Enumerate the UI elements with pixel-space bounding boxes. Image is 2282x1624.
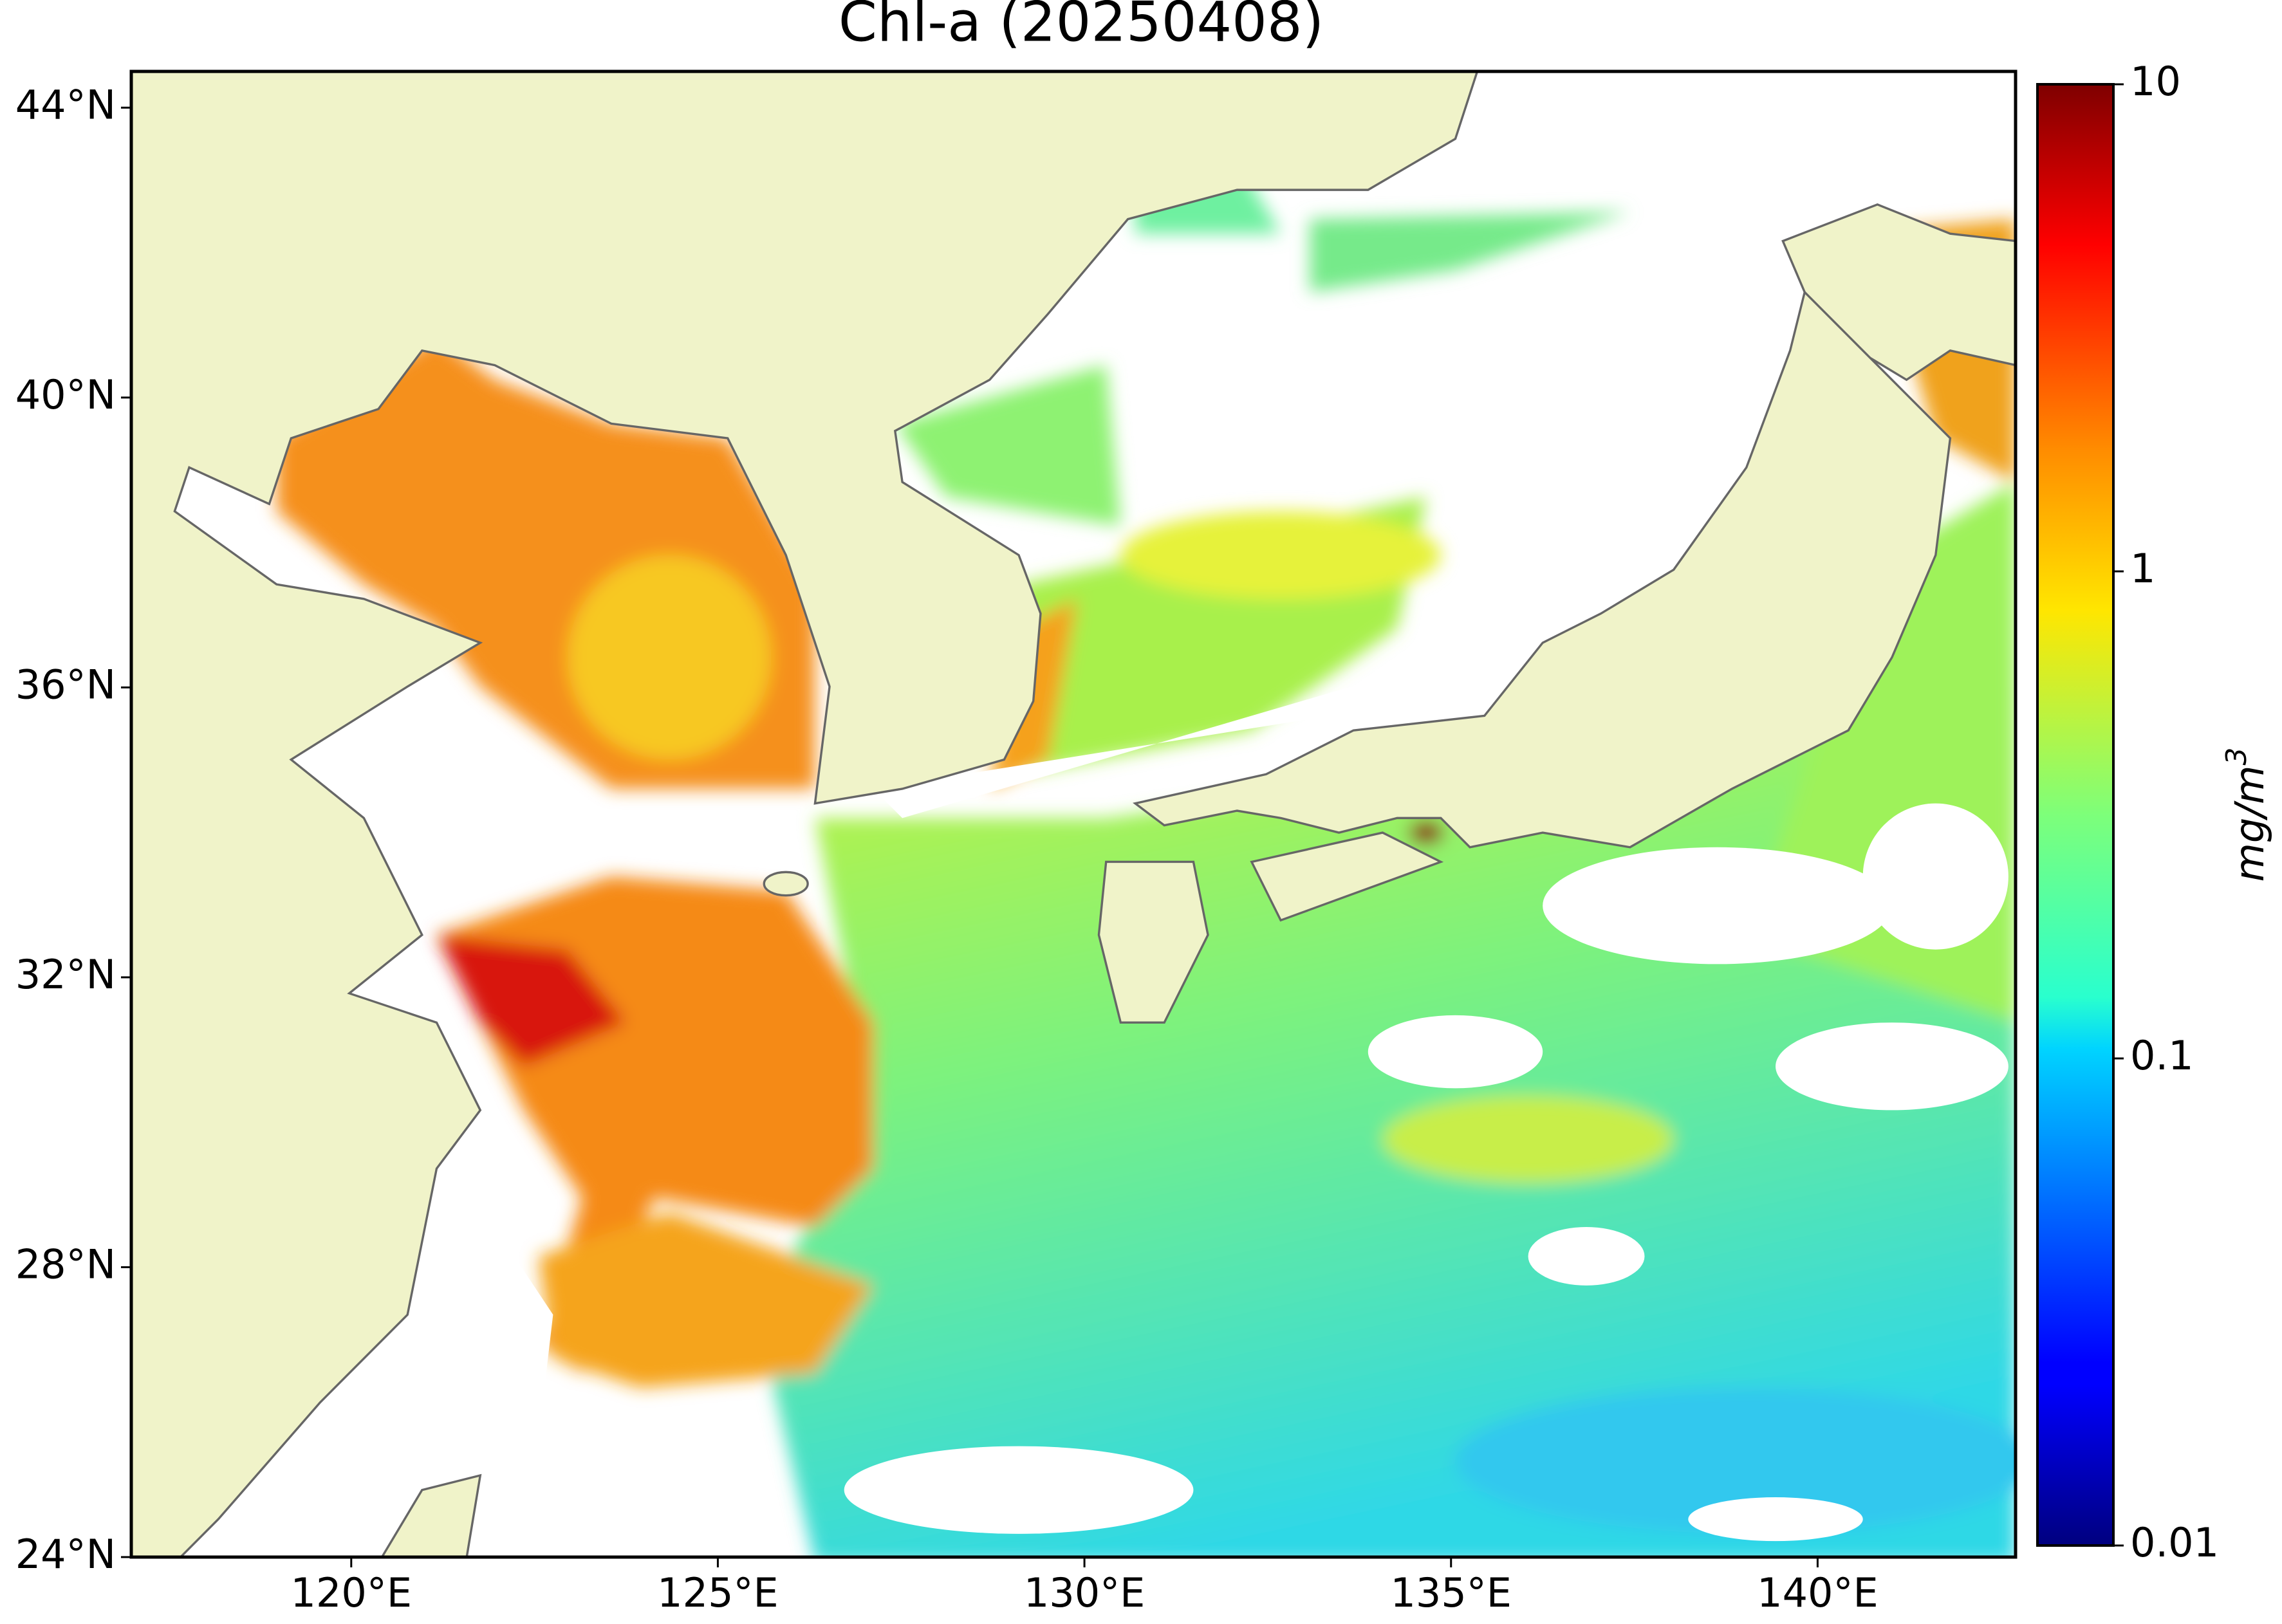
- colorbar-fill: [2036, 83, 2115, 1547]
- colorbar-label-text: mg/m: [2226, 765, 2273, 881]
- map-frame: [129, 69, 2018, 1559]
- colorbar: 0.01 0.1 1 10: [2036, 58, 2219, 1566]
- colorbar-tick-label: 0.1: [2130, 1032, 2194, 1079]
- colorbar-tick-label: 1: [2130, 545, 2155, 592]
- x-tick-label: 140°E: [1757, 1569, 1878, 1616]
- x-tick-label: 135°E: [1390, 1569, 1512, 1616]
- x-tick-label: 120°E: [291, 1569, 413, 1616]
- y-tick-label: 28°N: [15, 1241, 116, 1288]
- x-tick-label: 125°E: [657, 1569, 779, 1616]
- y-tick-label: 36°N: [15, 661, 116, 708]
- map-body: [131, 71, 2016, 1557]
- colorbar-tick-label: 10: [2130, 58, 2181, 105]
- y-tick-label: 32°N: [15, 951, 116, 998]
- y-tick-label: 24°N: [15, 1531, 116, 1578]
- y-tick-label: 44°N: [15, 81, 116, 128]
- y-tick-label: 40°N: [15, 371, 116, 418]
- map-title: Chl-a (20250408): [839, 0, 1324, 54]
- colorbar-label-sup: 3: [2220, 747, 2253, 765]
- x-tick-label: 130°E: [1024, 1569, 1146, 1616]
- colorbar-label: mg/m3: [2220, 747, 2273, 881]
- imagery: [131, 71, 2016, 1557]
- axes: 120°E 125°E 130°E 135°E 140°E 24°N 28°N 32°N 36°…: [15, 81, 1878, 1616]
- colorbar-tick-label: 0.01: [2130, 1519, 2219, 1566]
